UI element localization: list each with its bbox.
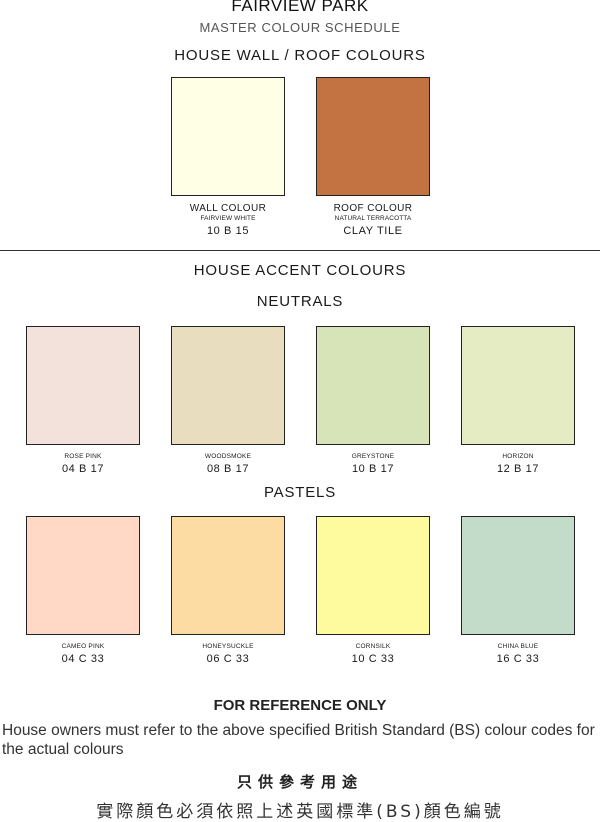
swatch-code: 10 B 15 (206, 225, 250, 237)
swatch-name: ROOF COLOUR (333, 203, 413, 214)
neutral-caption: HORIZON 12 B 17 (448, 453, 588, 475)
pastel-caption: HONEYSUCKLE 06 C 33 (158, 643, 298, 665)
neutrals-heading: NEUTRALS (256, 293, 344, 310)
swatch-name: CAMEO PINK (61, 643, 105, 650)
swatch-name: ROSE PINK (64, 453, 102, 460)
swatch-name: CHINA BLUE (497, 643, 539, 650)
pastel-swatch (171, 516, 285, 635)
pastel-caption: CAMEO PINK 04 C 33 (13, 643, 153, 665)
pastel-swatch (26, 516, 140, 635)
swatch-code: 06 C 33 (206, 653, 250, 665)
reference-only-heading: FOR REFERENCE ONLY (213, 697, 387, 714)
roof-colour-swatch (316, 77, 430, 196)
neutral-swatch (316, 326, 430, 445)
reference-note-zh: 實際顏色必須依照上述英國標準(BS)顏色編號 (96, 802, 504, 822)
neutral-caption: GREYSTONE 10 B 17 (303, 453, 443, 475)
wall-colour-swatch (171, 77, 285, 196)
pastel-swatch (316, 516, 430, 635)
swatch-code: 10 C 33 (351, 653, 395, 665)
swatch-code: 08 B 17 (206, 463, 250, 475)
swatch-subname: NATURAL TERRACOTTA (334, 215, 412, 222)
pastel-caption: CHINA BLUE 16 C 33 (448, 643, 588, 665)
swatch-name: WOODSMOKE (204, 453, 252, 460)
neutral-caption: ROSE PINK 04 B 17 (13, 453, 153, 475)
swatch-name: WALL COLOUR (189, 203, 267, 214)
swatch-code: 10 B 17 (351, 463, 395, 475)
neutral-swatch (26, 326, 140, 445)
neutral-swatch (171, 326, 285, 445)
swatch-code: CLAY TILE (343, 225, 403, 237)
neutral-swatch (461, 326, 575, 445)
page-subtitle: MASTER COLOUR SCHEDULE (199, 20, 401, 35)
swatch-name: GREYSTONE (351, 453, 395, 460)
neutral-caption: WOODSMOKE 08 B 17 (158, 453, 298, 475)
swatch-code: 04 B 17 (61, 463, 105, 475)
reference-note: House owners must refer to the above spe… (2, 722, 595, 758)
pastel-caption: CORNSILK 10 C 33 (303, 643, 443, 665)
pastel-swatch (461, 516, 575, 635)
wall-roof-heading: HOUSE WALL / ROOF COLOURS (174, 47, 426, 64)
swatch-subname: FAIRVIEW WHITE (200, 215, 256, 222)
wall-colour-caption: WALL COLOUR FAIRVIEW WHITE 10 B 15 (151, 203, 305, 237)
reference-only-heading-zh: 只供參考用途 (236, 773, 363, 791)
section-divider (0, 250, 600, 251)
swatch-name: HONEYSUCKLE (202, 643, 254, 650)
swatch-code: 04 C 33 (61, 653, 105, 665)
swatch-name: HORIZON (502, 453, 534, 460)
page-title: FAIRVIEW PARK (231, 0, 369, 15)
pastels-heading: PASTELS (263, 484, 337, 501)
accent-heading: HOUSE ACCENT COLOURS (193, 262, 407, 279)
roof-colour-caption: ROOF COLOUR NATURAL TERRACOTTA CLAY TILE (296, 203, 450, 237)
swatch-code: 16 C 33 (496, 653, 540, 665)
swatch-code: 12 B 17 (496, 463, 540, 475)
swatch-name: CORNSILK (355, 643, 391, 650)
